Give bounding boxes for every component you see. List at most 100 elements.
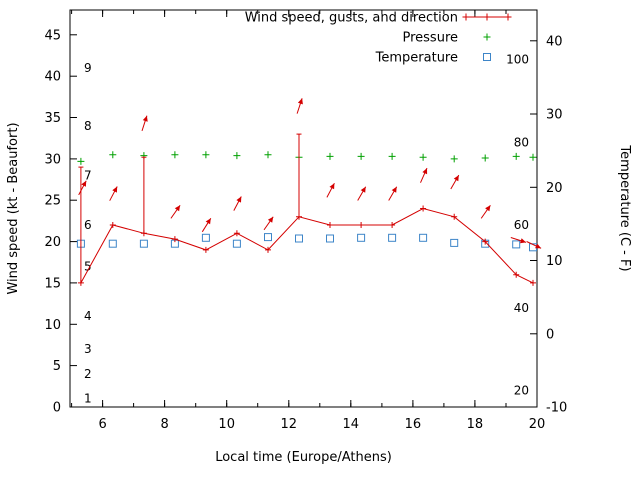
- inner-right-label: 40: [514, 301, 529, 315]
- inner-right-label: 80: [514, 135, 529, 149]
- wind-point: [420, 205, 427, 212]
- legend-marker-sample: [483, 33, 491, 41]
- wind-arrow-head: [453, 175, 459, 182]
- wind-point: [451, 213, 458, 220]
- right-tick-label: 20: [546, 181, 563, 196]
- legend-marker-sample: [483, 13, 491, 21]
- legend-marker-sample: [504, 13, 512, 21]
- inner-right-label: 60: [514, 218, 529, 232]
- beaufort-scale: 1 2 3 4 5 6 7 8 9: [84, 61, 92, 406]
- wind-arrow-head: [174, 205, 181, 212]
- wind-arrow-head: [112, 186, 118, 193]
- right-tick-label: 10: [546, 254, 563, 269]
- wind-point: [109, 222, 116, 228]
- left-tick-label: 15: [44, 276, 61, 291]
- wind-point: [513, 271, 520, 278]
- inner-right-label: 100: [506, 53, 529, 67]
- temperature-point: [201, 233, 210, 242]
- beaufort-label: 5: [84, 259, 92, 273]
- left-tick-label: 45: [44, 28, 61, 43]
- wind-arrow-head: [329, 183, 335, 190]
- pressure-point: [388, 152, 396, 160]
- x-tick-label: 14: [343, 417, 360, 432]
- pressure-point: [264, 151, 272, 159]
- wind-line: [80, 207, 534, 284]
- wind-direction-arrows: [78, 98, 542, 249]
- wind-arrow-head: [485, 205, 491, 212]
- temperature-point: [139, 239, 148, 248]
- beaufort-label: 2: [84, 367, 92, 381]
- x-axis-title: Local time (Europe/Athens): [215, 450, 392, 465]
- legend-label: Temperature: [375, 51, 458, 66]
- beaufort-label: 4: [84, 309, 92, 323]
- pressure-point: [326, 152, 334, 160]
- right-tick-label: 0: [546, 327, 554, 342]
- wind-point: [358, 222, 365, 228]
- wind-point: [327, 222, 333, 228]
- series-wind: [77, 133, 536, 286]
- wind-arrow-head: [391, 186, 397, 193]
- left-tick-label: 40: [44, 70, 61, 85]
- wind-arrow-head: [267, 216, 274, 223]
- legend-label: Wind speed, gusts, and direction: [245, 11, 458, 26]
- legend-marker-sample: [483, 53, 491, 61]
- wind-arrow-head: [535, 243, 542, 249]
- wind-arrow-head: [236, 196, 242, 203]
- pressure-point: [481, 154, 489, 162]
- wind-arrow-head: [297, 98, 303, 105]
- left-tick-label: 20: [44, 235, 61, 250]
- wind-point: [389, 222, 396, 228]
- x-tick-label: 12: [281, 417, 298, 432]
- wind-arrow-head: [81, 180, 87, 187]
- right-axis-title: Temperature (C - F): [617, 144, 632, 271]
- right-tick-label: 30: [546, 108, 563, 123]
- beaufort-label: 9: [84, 61, 92, 75]
- wind-arrow-head: [142, 115, 148, 122]
- temperature-point: [326, 234, 334, 243]
- x-tick-label: 20: [529, 417, 546, 432]
- left-tick-label: 0: [53, 401, 61, 416]
- right-tick-label: -10: [546, 401, 567, 416]
- pressure-point: [109, 151, 117, 159]
- wind-arrow-head: [205, 218, 211, 225]
- x-tick-label: 8: [160, 417, 168, 432]
- wind-point: [482, 238, 489, 245]
- wind-point: [296, 213, 302, 220]
- inner-right-scale: 20 40 60 80 100: [506, 53, 529, 398]
- legend-marker-sample: [462, 13, 470, 21]
- x-tick-label: 10: [218, 417, 235, 432]
- right-axis: -10 0 10 20 30 40: [530, 34, 567, 416]
- wind-point: [202, 246, 209, 253]
- pressure-point: [357, 152, 365, 160]
- temperature-point: [450, 238, 459, 247]
- right-tick-label: 40: [546, 34, 563, 49]
- pressure-point: [77, 157, 85, 165]
- left-axis: 0 5 10 15 20 25 30 35 40 45: [44, 28, 77, 416]
- left-tick-label: 5: [53, 359, 61, 374]
- wind-point: [233, 230, 240, 237]
- inner-right-label: 20: [514, 384, 529, 398]
- wind-arrow-head: [360, 186, 366, 193]
- temperature-point: [512, 240, 521, 249]
- x-tick-label: 16: [405, 417, 422, 432]
- temperature-point: [295, 234, 303, 243]
- wind-point: [265, 246, 271, 253]
- legend: Wind speed, gusts, and direction Pressure…: [245, 11, 512, 66]
- x-tick-label: 6: [98, 417, 106, 432]
- wind-arrow-head: [520, 238, 526, 244]
- plot-border: [69, 9, 538, 408]
- left-tick-label: 30: [44, 152, 61, 167]
- wind-point: [77, 279, 84, 286]
- wind-arrow-head: [422, 168, 428, 175]
- pressure-point: [450, 155, 458, 163]
- beaufort-label: 8: [84, 119, 92, 133]
- beaufort-label: 6: [84, 218, 92, 232]
- temperature-point: [232, 239, 241, 248]
- pressure-point: [529, 153, 537, 161]
- temperature-point: [264, 233, 272, 242]
- pressure-point: [512, 152, 520, 160]
- x-tick-label: 18: [467, 417, 484, 432]
- temperature-point: [357, 233, 366, 242]
